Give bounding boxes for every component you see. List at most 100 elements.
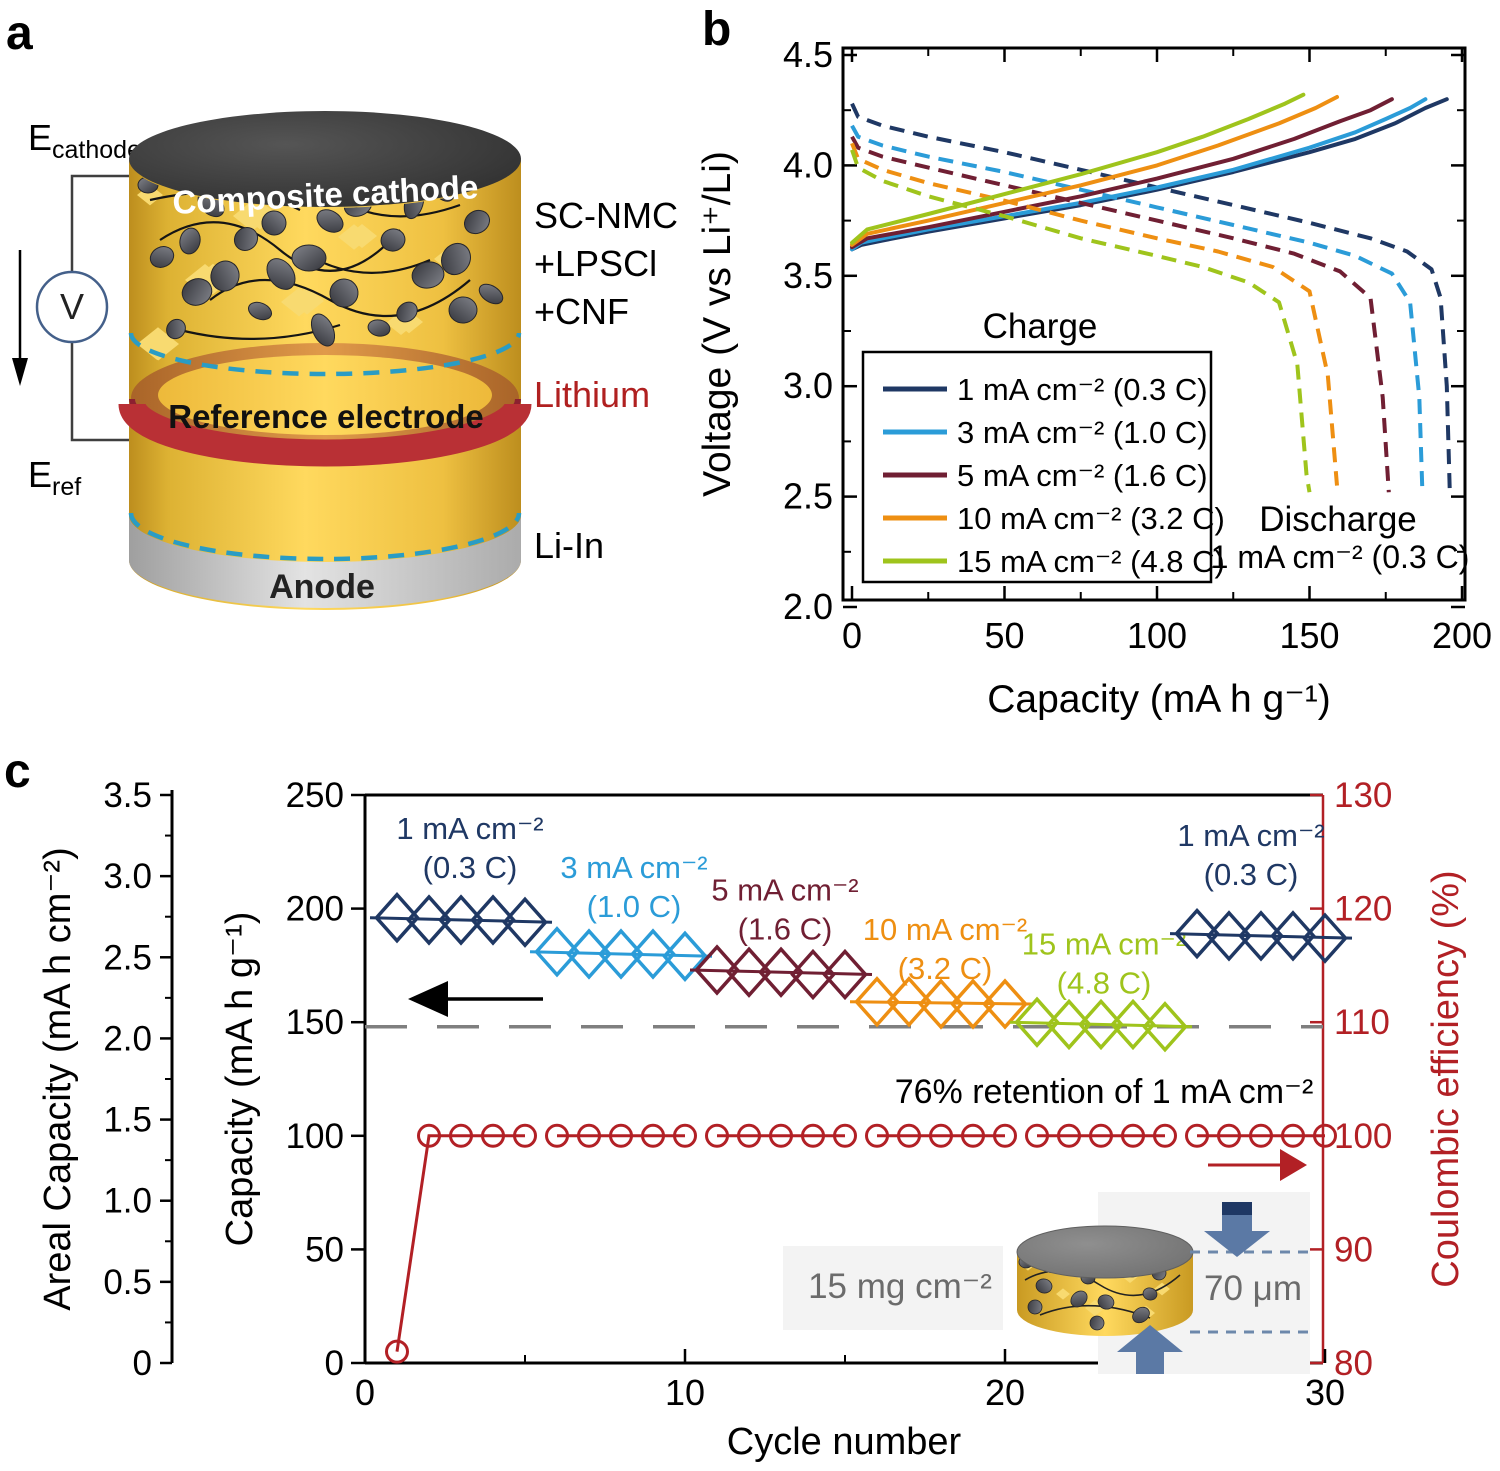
capacity-tick-label: 100: [286, 1117, 344, 1156]
ce-marker: [1217, 1123, 1241, 1148]
rate-annotation-1-line1: 3 mA cm⁻²: [560, 850, 707, 885]
inset-down-arrow-shaft: [1222, 1215, 1252, 1231]
nmc-particle: [210, 260, 240, 292]
capacity-diamond-series-0: [369, 892, 553, 948]
diamond-marker: [598, 928, 644, 980]
x-tick-label: 20: [985, 1372, 1025, 1413]
diamond-marker: [854, 976, 900, 1028]
anode-label: Anode: [269, 568, 375, 606]
e-cathode-sub: cathode: [52, 136, 141, 164]
diamond-marker: [534, 926, 580, 978]
inset-particle: [1142, 1287, 1158, 1301]
ce-marker: [417, 1123, 441, 1148]
x-axis-title: Capacity (mA h g⁻¹): [987, 678, 1331, 721]
anode-section: [129, 515, 521, 608]
series-trend-line: [1009, 1020, 1193, 1029]
legend-item-label-1: 3 mA cm⁻² (1.0 C): [957, 415, 1208, 450]
areal-tick-label: 0.5: [103, 1263, 152, 1302]
inset-up-arrow-icon: [1117, 1325, 1183, 1352]
rate-annotation-5-line2: (0.3 C): [1204, 857, 1299, 892]
nmc-particle: [247, 301, 273, 321]
current-direction-arrow-icon: [12, 358, 28, 386]
areal-tick-label: 0: [133, 1344, 152, 1383]
ce-marker: [545, 1123, 569, 1148]
lithium-band: [118, 402, 532, 467]
diamond-marker: [950, 978, 996, 1030]
nmc-particle: [380, 228, 406, 252]
e-ref-label: Eref: [28, 454, 81, 501]
x-axis-title: Cycle number: [727, 1421, 962, 1463]
ce-marker: [961, 1123, 985, 1148]
ce-marker: [513, 1123, 537, 1148]
nmc-particle: [367, 319, 391, 337]
inset-particle: [1035, 1278, 1053, 1294]
legend-title: Charge: [983, 307, 1098, 346]
y-tick-label: 4.5: [783, 34, 833, 75]
electrolyte-fleck: [347, 224, 377, 248]
panel-letter-c: c: [4, 745, 31, 798]
nmc-particle: [261, 210, 287, 236]
inset-particle: [1132, 1306, 1150, 1324]
separator-dashed-upper: [128, 332, 522, 377]
series-trend-line: [1169, 932, 1353, 940]
areal-tick-label: 2.5: [103, 938, 152, 977]
capacity-diamond-series-3: [849, 976, 1033, 1030]
ce-marker: [577, 1123, 601, 1148]
diamond-marker: [1302, 912, 1348, 964]
ce-marker: [705, 1123, 729, 1148]
discharge-note-line1: Discharge: [1259, 500, 1417, 539]
series-trend-line: [849, 1000, 1033, 1006]
cnf-fiber: [209, 278, 471, 318]
x-tick-label: 100: [1127, 615, 1187, 656]
diamond-marker: [790, 948, 836, 1001]
e-ref-sub: ref: [52, 473, 81, 501]
nmc-particle: [233, 227, 259, 251]
diamond-marker: [1174, 907, 1220, 960]
discharge-curve-2: [850, 135, 1391, 493]
capacity-tick-label: 0: [325, 1344, 344, 1383]
inset-particle: [1027, 1299, 1043, 1315]
nmc-particle: [181, 278, 213, 306]
diamond-marker: [726, 946, 772, 998]
nmc-particle: [411, 261, 445, 289]
inset-particle: [1097, 1294, 1115, 1310]
ce-marker: [1089, 1123, 1113, 1148]
voltmeter-circle: [35, 270, 109, 344]
diamond-marker: [886, 976, 932, 1028]
legend-item-label-2: 5 mA cm⁻² (1.6 C): [957, 458, 1208, 493]
ce-marker: [1249, 1123, 1273, 1148]
discharge-curve-0: [850, 102, 1452, 493]
inset-particle: [1070, 1290, 1088, 1308]
series-trend-line: [689, 968, 873, 976]
inset-thickness-label: 70 μm: [1204, 1269, 1302, 1308]
diamond-marker: [438, 894, 484, 946]
diamond-marker: [1206, 910, 1252, 962]
rate-annotation-5-line1: 1 mA cm⁻²: [1177, 818, 1324, 853]
y-tick-label: 2.5: [783, 476, 833, 517]
nmc-particle: [316, 209, 344, 233]
plot-frame: [841, 46, 1467, 602]
capacity-tick-label: 150: [286, 1003, 344, 1042]
y-tick-label: 3.0: [783, 365, 833, 406]
charge-curve-2: [850, 97, 1394, 250]
rate-annotation-0-line2: (0.3 C): [423, 850, 518, 885]
inset-down-arrow-cap: [1222, 1202, 1252, 1215]
areal-tick-label: 1.5: [103, 1101, 152, 1140]
cathode-top-disc: [129, 111, 521, 207]
diamond-marker: [982, 978, 1028, 1030]
legend-item-label-0: 1 mA cm⁻² (0.3 C): [957, 372, 1208, 407]
ce-marker: [993, 1123, 1017, 1148]
diamond-marker: [1110, 998, 1156, 1051]
voltmeter-label: V: [60, 286, 84, 327]
y-tick-label: 4.0: [783, 144, 833, 185]
diamond-marker: [1238, 910, 1284, 962]
nmc-particle: [463, 209, 491, 235]
e-ref-main: E: [28, 454, 52, 495]
separator-dashed-lower: [128, 512, 522, 562]
diamond-marker: [502, 896, 548, 948]
panel-b-chart: 0 50 100 150 200 2.0 2.5 3.0 3.5 4.0 4.5 Capacity (…: [700, 34, 1492, 721]
inset-particle: [1089, 1315, 1105, 1331]
diamond-marker: [1046, 998, 1092, 1051]
ce-marker: [385, 1339, 409, 1364]
legend-item-label-4: 15 mA cm⁻² (4.8 C): [957, 544, 1225, 579]
